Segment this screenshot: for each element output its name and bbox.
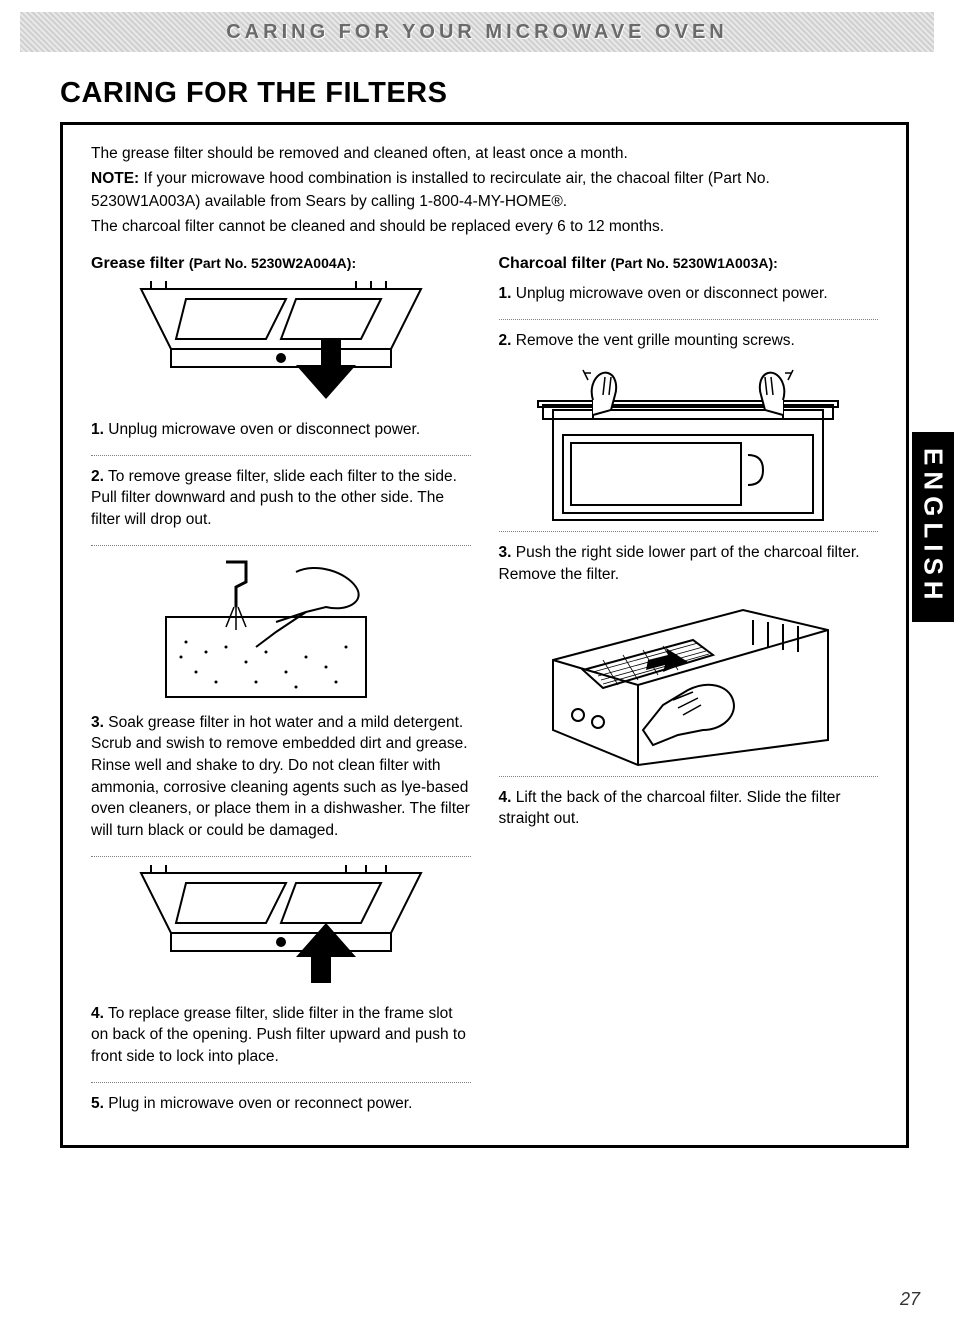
page-title: CARING FOR THE FILTERS [60,77,909,110]
step-number: 2. [499,332,512,349]
grease-part-number: (Part No. 5230W2A004A): [189,255,356,271]
separator [499,776,879,777]
note-body: If your microwave hood combination is in… [91,170,770,209]
step-text: Soak grease filter in hot water and a mi… [91,714,470,839]
grease-title-text: Grease filter [91,255,189,272]
charcoal-step-3: 3. Push the right side lower part of the… [499,542,879,593]
step-text: To remove grease filter, slide each filt… [91,468,457,528]
page-body: CARING FOR THE FILTERS The grease filter… [0,52,954,1168]
step-text: To replace grease filter, slide filter i… [91,1005,466,1065]
charcoal-step-1: 1. Unplug microwave oven or disconnect p… [499,283,879,313]
grease-step-2: 2. To remove grease filter, slide each f… [91,466,471,539]
step-number: 4. [499,789,512,806]
grease-step-4: 4. To replace grease filter, slide filte… [91,1003,471,1076]
step-text: Unplug microwave oven or disconnect powe… [511,285,827,302]
step-number: 2. [91,468,104,485]
step-text: Lift the back of the charcoal filter. Sl… [499,789,841,828]
note-label: NOTE: [91,170,139,187]
charcoal-filter-column: Charcoal filter (Part No. 5230W1A003A): … [499,255,879,1123]
vent-grille-figure [499,365,879,525]
page-number: 27 [900,1289,920,1310]
grease-filter-column: Grease filter (Part No. 5230W2A004A): [91,255,471,1123]
charcoal-step-4: 4. Lift the back of the charcoal filter.… [499,787,879,838]
step-number: 3. [91,714,104,731]
grease-step-3: 3. Soak grease filter in hot water and a… [91,712,471,850]
content-box: The grease filter should be removed and … [60,122,909,1148]
intro-line-1: The grease filter should be removed and … [91,143,878,165]
separator [499,319,879,320]
charcoal-section-title: Charcoal filter (Part No. 5230W1A003A): [499,255,879,273]
charcoal-step-2: 2. Remove the vent grille mounting screw… [499,330,879,360]
grease-step-5: 5. Plug in microwave oven or reconnect p… [91,1093,471,1123]
step-text: Remove the vent grille mounting screws. [511,332,794,349]
language-tab-label: ENGLISH [918,448,949,606]
intro-line-3: The charcoal filter cannot be cleaned an… [91,216,878,238]
step-number: 3. [499,544,512,561]
charcoal-push-figure [499,600,879,770]
grease-replace-figure [91,863,471,993]
separator [91,1082,471,1083]
separator [91,856,471,857]
step-text: Unplug microwave oven or disconnect powe… [104,421,420,438]
language-tab: ENGLISH [912,432,954,622]
step-number: 4. [91,1005,104,1022]
grease-bottom-view-figure [91,279,471,409]
step-text: Push the right side lower part of the ch… [499,544,860,583]
two-column-layout: Grease filter (Part No. 5230W2A004A): [91,255,878,1123]
step-number: 5. [91,1095,104,1112]
chapter-header-text: CARING FOR YOUR MICROWAVE OVEN [226,21,728,44]
sink-wash-figure [91,552,471,702]
separator [499,531,879,532]
step-number: 1. [499,285,512,302]
intro-block: The grease filter should be removed and … [91,143,878,239]
separator [91,545,471,546]
step-text: Plug in microwave oven or reconnect powe… [104,1095,412,1112]
separator [91,455,471,456]
charcoal-part-number: (Part No. 5230W1A003A): [611,255,778,271]
grease-section-title: Grease filter (Part No. 5230W2A004A): [91,255,471,273]
grease-step-1: 1. Unplug microwave oven or disconnect p… [91,419,471,449]
charcoal-title-text: Charcoal filter [499,255,611,272]
step-number: 1. [91,421,104,438]
chapter-header-band: CARING FOR YOUR MICROWAVE OVEN [20,12,934,52]
intro-note: NOTE: If your microwave hood combination… [91,168,878,213]
